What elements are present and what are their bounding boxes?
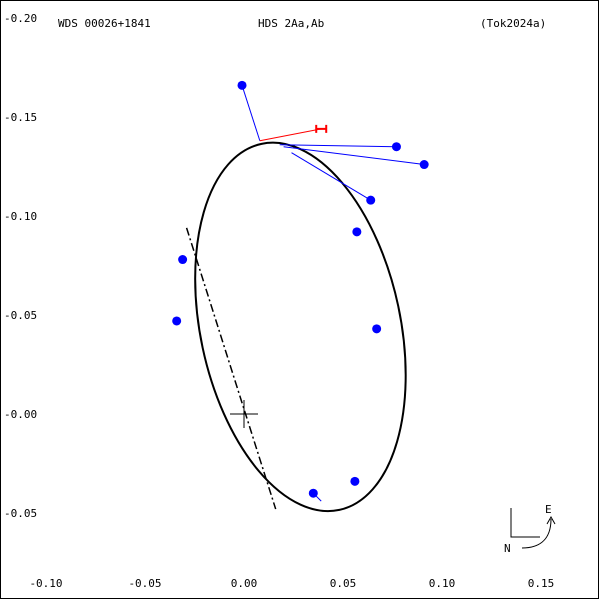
header-discoverer: HDS 2Aa,Ab bbox=[258, 17, 324, 30]
y-tick-label: -0.05 bbox=[4, 309, 37, 322]
compass-arrow-head bbox=[546, 515, 556, 525]
observation-point bbox=[372, 324, 382, 334]
line-of-nodes bbox=[185, 227, 277, 510]
residual-lines bbox=[182, 85, 425, 502]
compass-arrow bbox=[521, 518, 552, 549]
x-tick-label: 0.10 bbox=[429, 577, 456, 590]
residual-line bbox=[241, 85, 261, 141]
residual-line bbox=[291, 152, 371, 201]
x-tick-label: 0.15 bbox=[528, 577, 555, 590]
observation-point bbox=[172, 316, 182, 326]
y-tick-label: -0.00 bbox=[4, 408, 37, 421]
compass-north-label: N bbox=[504, 542, 511, 555]
y-tick-label: -0.20 bbox=[4, 12, 37, 25]
compass-east-label: E bbox=[545, 503, 552, 516]
y-axis-ticks: -0.20 -0.15 -0.10 -0.05 -0.00 -0.05 bbox=[4, 12, 37, 520]
y-tick-label: -0.15 bbox=[4, 111, 37, 124]
observation-point bbox=[352, 227, 362, 237]
compass-frame bbox=[510, 508, 540, 538]
compass: E N bbox=[504, 503, 556, 555]
observation-points bbox=[172, 80, 429, 498]
observation-point bbox=[419, 160, 429, 170]
header-wds: WDS 00026+1841 bbox=[58, 17, 151, 30]
x-axis-ticks: -0.10 -0.05 0.00 0.05 0.10 0.15 bbox=[29, 577, 554, 590]
header-reference: (Tok2024a) bbox=[480, 17, 546, 30]
observation-point bbox=[237, 80, 247, 90]
observation-point bbox=[308, 488, 318, 498]
residual-line bbox=[283, 146, 425, 166]
y-tick-label: -0.10 bbox=[4, 210, 37, 223]
ephemeris-marker bbox=[259, 124, 328, 142]
y-tick-label: -0.05 bbox=[4, 507, 37, 520]
x-tick-label: -0.10 bbox=[29, 577, 62, 590]
orbit-layer bbox=[185, 141, 407, 513]
x-tick-label: 0.00 bbox=[231, 577, 258, 590]
observation-point bbox=[350, 476, 360, 486]
ephemeris-line bbox=[259, 128, 322, 142]
observation-point bbox=[178, 255, 188, 265]
x-tick-label: -0.05 bbox=[128, 577, 161, 590]
observation-point bbox=[391, 142, 401, 152]
orbit-ellipse bbox=[194, 141, 407, 513]
residual-line bbox=[279, 144, 397, 148]
x-tick-label: 0.05 bbox=[330, 577, 357, 590]
observation-point bbox=[366, 195, 376, 205]
